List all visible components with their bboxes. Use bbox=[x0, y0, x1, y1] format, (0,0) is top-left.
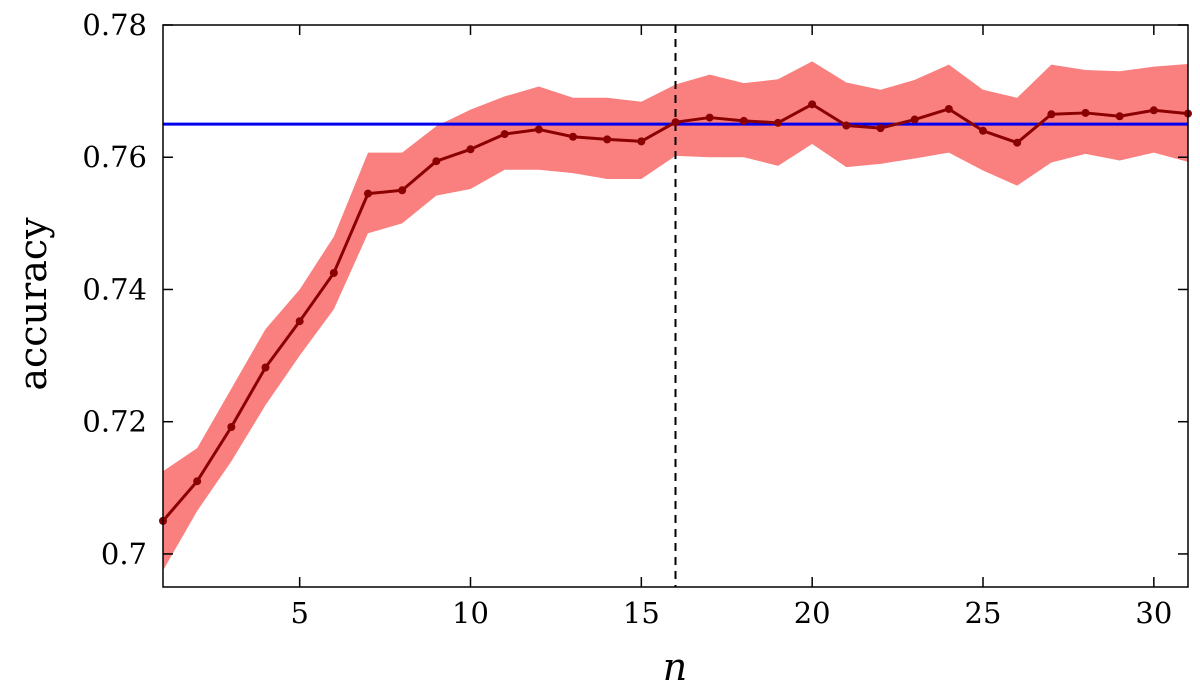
data-point bbox=[364, 189, 372, 198]
data-point bbox=[979, 126, 987, 135]
data-point bbox=[329, 268, 338, 277]
data-point bbox=[705, 113, 714, 122]
plot-frame-rect bbox=[162, 24, 1189, 588]
data-point bbox=[603, 135, 612, 144]
y-tick-label: 0.7 bbox=[101, 537, 147, 571]
x-tick-label: 20 bbox=[794, 596, 831, 630]
data-point bbox=[466, 145, 475, 154]
y-tick-label: 0.74 bbox=[82, 272, 147, 306]
series-layer bbox=[159, 100, 1192, 525]
y-tick-label: 0.72 bbox=[82, 405, 147, 439]
data-point bbox=[432, 157, 441, 166]
data-point bbox=[295, 317, 304, 326]
data-point bbox=[876, 124, 885, 133]
data-point bbox=[500, 130, 509, 139]
data-point bbox=[534, 125, 543, 134]
data-point bbox=[910, 115, 919, 124]
confidence-band bbox=[163, 61, 1188, 571]
data-point bbox=[569, 132, 577, 141]
data-point bbox=[1081, 108, 1090, 117]
x-axis-title: n bbox=[663, 645, 687, 689]
x-tick-label: 5 bbox=[290, 596, 308, 630]
tick-label-layer: 5 10 15 20 25 30 0.7 0.72 0.74 0.76 0.78 bbox=[82, 8, 1172, 630]
data-point bbox=[398, 186, 407, 195]
data-point bbox=[227, 422, 236, 431]
data-point bbox=[1115, 112, 1124, 121]
confidence-band-layer bbox=[163, 61, 1188, 571]
y-tick-label: 0.76 bbox=[82, 140, 147, 174]
plot-frame bbox=[162, 24, 1189, 588]
tick-layer bbox=[163, 24, 1188, 587]
x-tick-label: 15 bbox=[623, 596, 660, 630]
data-point bbox=[739, 116, 748, 125]
data-point bbox=[1149, 106, 1158, 115]
data-point bbox=[1047, 110, 1056, 119]
x-tick-label: 25 bbox=[965, 596, 1002, 630]
data-point bbox=[808, 100, 817, 109]
data-point bbox=[842, 121, 851, 130]
data-point bbox=[944, 104, 953, 113]
data-point bbox=[261, 363, 270, 372]
y-axis-title: accuracy bbox=[11, 217, 55, 391]
x-tick-label: 30 bbox=[1135, 596, 1172, 630]
x-tick-label: 10 bbox=[452, 596, 489, 630]
data-point bbox=[1013, 138, 1022, 147]
data-point bbox=[774, 118, 782, 127]
data-point bbox=[671, 118, 680, 127]
data-point bbox=[637, 137, 646, 146]
data-point bbox=[193, 477, 202, 486]
y-tick-label: 0.78 bbox=[82, 8, 147, 42]
